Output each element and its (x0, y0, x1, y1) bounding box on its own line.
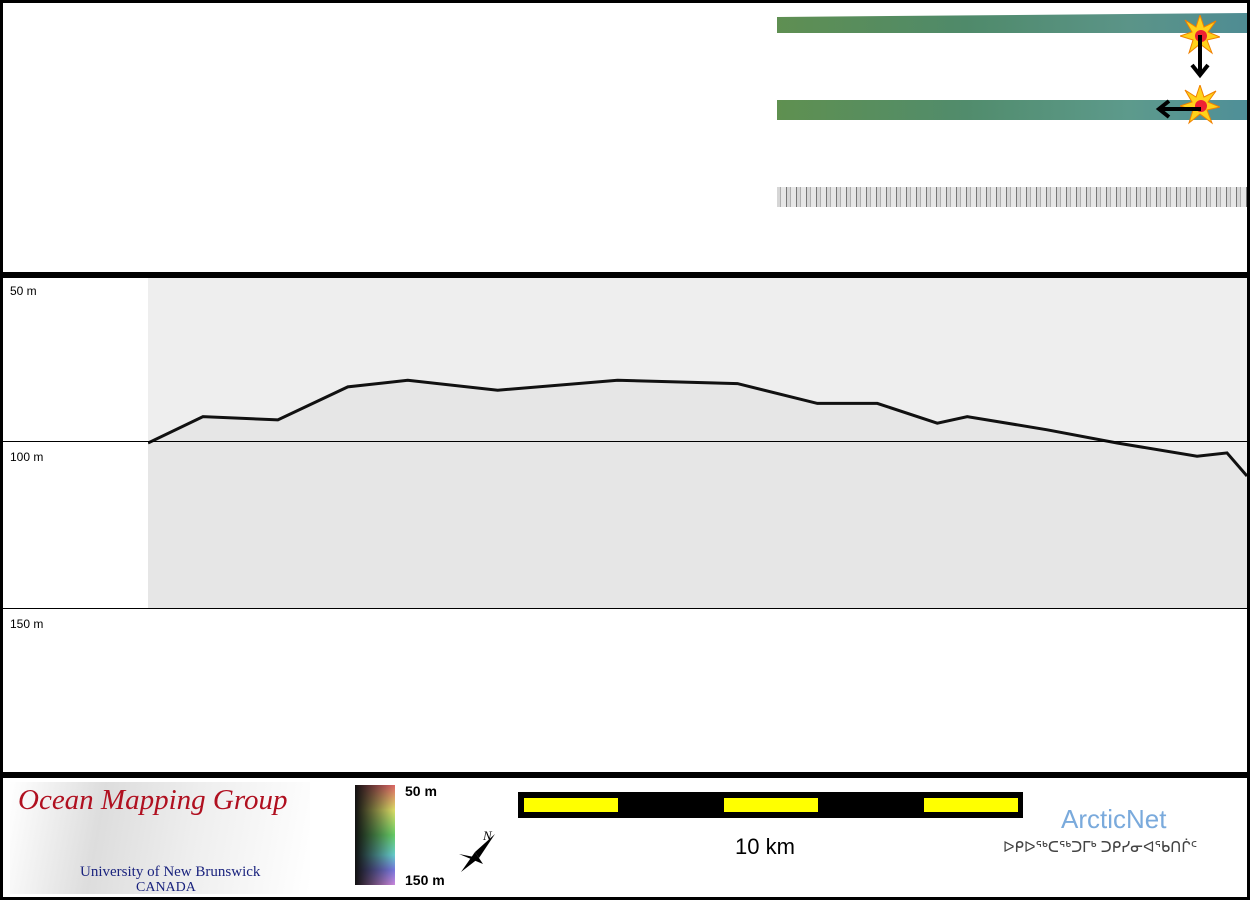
logo-title: Ocean Mapping Group (18, 784, 288, 816)
echogram (147, 278, 1249, 608)
logo-country: CANADA (136, 880, 196, 895)
scale-label: 10 km (735, 834, 795, 859)
depth-gridline-150 (3, 608, 1247, 609)
colorbar-max-label: 50 m (405, 783, 437, 799)
depth-colorbar (355, 785, 395, 885)
swath-strip-bathymetry-zoom (777, 100, 1247, 120)
depth-gridline-100 (3, 441, 1247, 442)
footer-panel: Ocean Mapping Group University of New Br… (3, 778, 1247, 897)
omg-logo: Ocean Mapping Group University of New Br… (10, 782, 310, 895)
sub-bottom-echo (148, 380, 1247, 608)
depth-label-50: 50 m (10, 284, 37, 298)
arcticnet-logo-inuktitut: ᐅᑭᐅᖅᑕᖅᑐᒥᒃ ᑐᑭᓯᓂᐊᖃᑎᒌᑦ (1003, 839, 1198, 856)
colorbar-min-label: 150 m (405, 872, 445, 888)
scale-bar (518, 792, 1023, 818)
arcticnet-logo: ArcticNet (1061, 804, 1167, 834)
swath-strip-bathymetry (777, 13, 1247, 33)
north-label: N (482, 828, 493, 843)
depth-label-100: 100 m (10, 450, 44, 464)
arrow-down-icon (1190, 35, 1210, 79)
depth-label-150: 150 m (10, 617, 44, 631)
echosounder-profile-panel: 50 m 100 m 150 m (3, 278, 1249, 772)
swath-overview-panel (3, 3, 1247, 272)
swath-strip-backscatter (777, 187, 1247, 207)
logo-university: University of New Brunswick (80, 864, 261, 880)
arrow-left-icon (1155, 99, 1201, 119)
north-arrow-icon: N (459, 828, 495, 872)
seabed-profile-chart (147, 378, 1249, 608)
seabed-line (147, 378, 1249, 477)
